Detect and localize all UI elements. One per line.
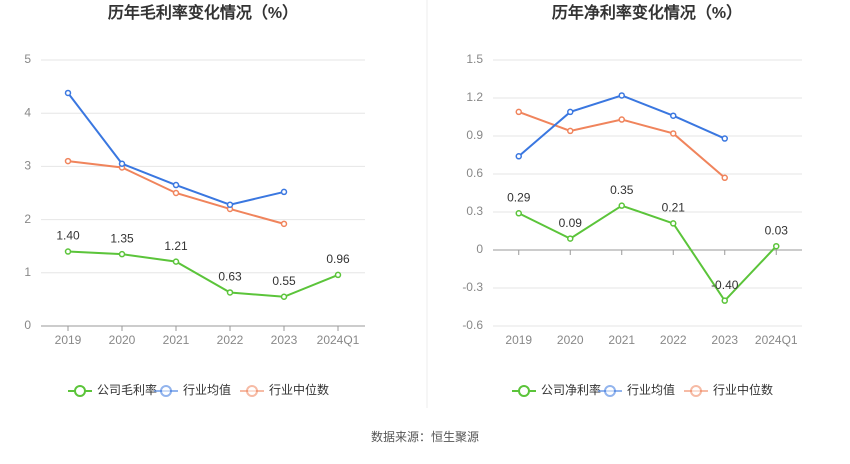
data-label: 1.21 [164,239,188,253]
x-tick-label: 2021 [608,333,635,347]
chart-title: 历年净利率变化情况（%） [552,3,742,22]
point [618,202,625,209]
x-tick-label: 2023 [711,333,738,347]
y-tick-label: 1 [24,265,31,279]
x-tick-label: 2021 [163,333,190,347]
x-tick-label: 2022 [660,333,687,347]
legend-label: 公司净利率 [541,382,601,397]
point [118,160,126,167]
x-tick-label: 2023 [271,333,298,347]
point [567,127,574,135]
x-tick-label: 2022 [217,333,244,347]
data-label: 0.09 [559,216,583,230]
point [226,289,234,296]
point [280,293,288,300]
data-label: 0.21 [662,201,686,215]
y-tick-label: -0.3 [462,280,483,294]
series-line [518,204,777,303]
legend-marker [246,385,258,397]
point [773,242,780,250]
data-label: 1.40 [56,229,80,243]
point [618,92,625,99]
legend-marker [160,385,172,397]
y-tick-label: 2 [24,212,31,226]
point [567,235,574,242]
y-tick-label: 1.5 [466,52,483,66]
legend-marker [604,385,616,397]
point [64,248,72,255]
point [721,174,728,182]
point [172,189,180,197]
data-label: 1.35 [110,231,134,245]
series-line [67,250,339,298]
point [172,258,180,265]
legend-label: 行业均值 [183,382,231,397]
point [515,210,522,217]
chart-title: 历年毛利率变化情况（%） [108,3,298,22]
series-line [518,94,726,158]
point [64,157,72,165]
point [670,220,677,227]
data-label: 0.63 [218,270,242,284]
legend-marker [690,385,702,397]
y-tick-label: 0 [476,242,483,256]
point [280,188,288,196]
legend-label: 行业中位数 [713,382,773,397]
legend-marker [518,385,530,397]
point [172,181,180,189]
point [515,153,522,160]
x-tick-label: 2019 [55,333,82,347]
y-tick-label: 0.9 [466,128,483,142]
y-tick-label: 1.2 [466,90,483,104]
y-tick-label: 0 [24,318,31,332]
data-label: 0.96 [326,252,350,266]
y-tick-label: 0.3 [466,204,483,218]
y-tick-label: 3 [24,159,31,173]
y-tick-label: -0.6 [462,318,483,332]
x-tick-label: 2024Q1 [317,333,360,347]
point [64,89,72,97]
point [670,130,677,137]
point [226,201,234,208]
legend-label: 公司毛利率 [97,382,157,397]
y-tick-label: 0.6 [466,166,483,180]
x-tick-label: 2024Q1 [755,333,798,347]
legend-label: 行业中位数 [269,382,329,397]
point [334,271,342,279]
point [280,220,288,228]
legend-label: 行业均值 [627,382,675,397]
legend-marker [74,385,86,397]
point [670,112,677,119]
x-tick-label: 2019 [505,333,532,347]
y-tick-label: 4 [24,105,31,119]
x-tick-label: 2020 [109,333,136,347]
data-label: 0.55 [272,274,296,288]
point [721,297,728,304]
point [618,116,625,123]
data-label: 0.03 [765,223,789,237]
point [515,108,522,116]
point [721,135,728,142]
data-label: 0.35 [610,183,634,197]
point [118,250,126,258]
point [567,108,574,116]
data-label: 0.29 [507,190,531,204]
y-tick-label: 5 [24,52,31,66]
data-label: -0.40 [711,278,739,292]
x-tick-label: 2020 [557,333,584,347]
source: 数据来源：恒生聚源 [371,429,479,444]
